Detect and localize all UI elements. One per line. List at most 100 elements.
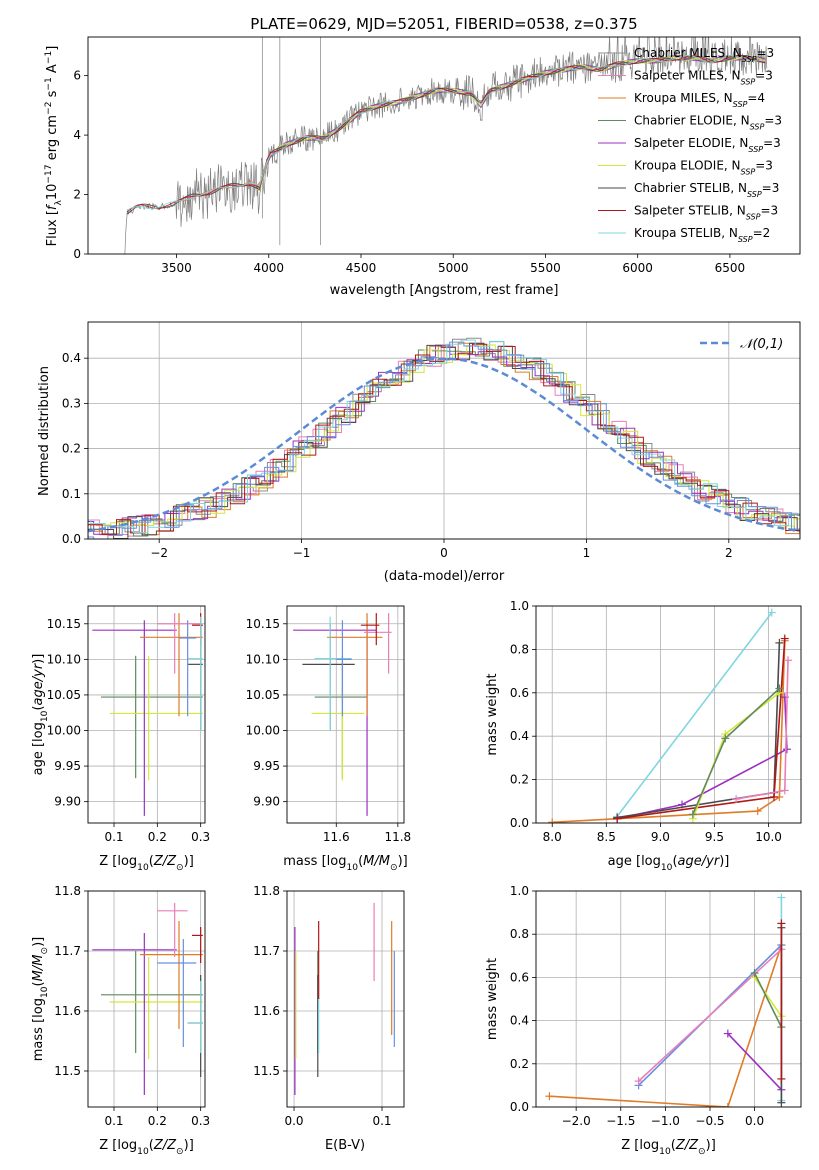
legend-sub: SSP	[746, 212, 761, 221]
y-tick-label: 1.0	[510, 884, 529, 898]
label-part: (	[671, 1138, 676, 1153]
label-part: Flux [	[45, 210, 60, 246]
label-part: log	[327, 854, 347, 869]
weight-line	[638, 948, 782, 1082]
label-part: (	[31, 981, 46, 986]
label-part: ⊙	[698, 1147, 706, 1157]
x-tick-label: 8.5	[597, 830, 616, 844]
y-axis-label: mass [log10(M/M⊙)]	[31, 937, 50, 1061]
y-tick-label: 0.6	[510, 970, 529, 984]
y-tick-label: 11.7	[54, 944, 81, 958]
x-axis-label: mass [log10(M/M⊙)]	[283, 854, 407, 873]
x-tick-label: −0.5	[695, 1114, 724, 1128]
label-part: −17	[44, 164, 54, 183]
x-tick-label: 0.2	[148, 1114, 167, 1128]
label-part: log	[31, 998, 46, 1018]
model-line	[126, 54, 766, 211]
y-tick-label: 11.6	[253, 1004, 280, 1018]
plot-residuals: −2 −1 0 1 2 0.0 0.1 0.2 0.3 0.4 𝒩(0,1) (data-model)…	[37, 321, 801, 584]
legend-label: Salpeter ELODIE, NSSP=3	[634, 136, 781, 154]
legend-nssp: =4	[747, 91, 765, 105]
normal-curve	[88, 357, 800, 533]
x-tick-label: 0	[440, 546, 448, 560]
x-tick-label: 4500	[346, 261, 377, 275]
y-tick-label: 0.6	[510, 686, 529, 700]
x-tick-label: 6500	[715, 261, 746, 275]
label-part: ⊙	[176, 1147, 184, 1157]
plot-weight-vs-age: 8.0 8.5 9.0 9.5 10.0 0.0 0.2 0.4 0.6 0.8 1.0 age [l…	[485, 599, 802, 873]
label-part: log	[117, 1138, 137, 1153]
x-axis-label: Z [log10(Z/Z⊙)]	[99, 1138, 194, 1157]
x-tick-label: −2.0	[562, 1114, 591, 1128]
x-tick-label: −2	[150, 546, 168, 560]
label-part: )]	[706, 1138, 716, 1153]
y-tick-label: 0.0	[510, 816, 529, 830]
y-tick-label: 10.00	[47, 724, 81, 738]
label-part: 10	[40, 710, 50, 722]
x-tick-label: 1	[583, 546, 591, 560]
x-tick-label: 0.3	[191, 1114, 210, 1128]
axes-frame	[87, 605, 206, 824]
y-tick-label: 10.10	[246, 652, 280, 666]
y-tick-label: 0.3	[62, 396, 81, 410]
axes-frame	[87, 36, 801, 255]
label-part: 10	[661, 863, 673, 873]
label-part: Z [	[99, 854, 117, 869]
label-part: −1	[44, 77, 54, 90]
legend-nssp: =3	[755, 69, 773, 83]
y-tick-label: 2	[73, 188, 81, 202]
label-part: erg cm	[45, 115, 60, 164]
model-line	[126, 55, 766, 215]
plot-area	[293, 613, 392, 816]
x-tick-label: −1	[293, 546, 311, 560]
label-part: )]	[719, 854, 729, 869]
label-part: Z/Z	[153, 854, 177, 869]
label-part: )]	[398, 854, 408, 869]
legend-nssp: =2	[753, 226, 771, 240]
y-tick-label: 11.8	[253, 884, 280, 898]
legend-nssp: =3	[760, 204, 778, 218]
y-tick-label: 0.0	[62, 532, 81, 546]
label-part: (	[149, 1138, 154, 1153]
y-tick-label: 0.2	[510, 773, 529, 787]
legend-model: Chabrier STELIB, N	[634, 181, 747, 195]
y-tick-label: 0.0	[510, 1100, 529, 1114]
weight-line	[549, 944, 783, 1107]
plot-area	[545, 893, 786, 1107]
axes-frame	[87, 321, 801, 540]
y-axis-label: Flux [fλ10−17 erg cm−2 s−1 A−1]	[44, 46, 64, 247]
y-tick-label: 9.90	[54, 795, 81, 809]
label-part: log	[31, 722, 46, 742]
plot-mass-vs-ebv: 0.0 0.1 11.5 11.6 11.7 11.8 E(B-V)	[253, 884, 405, 1153]
x-tick-label: −1.5	[606, 1114, 635, 1128]
y-tick-label: 0.8	[510, 642, 529, 656]
plot-mass-vs-z: 0.1 0.2 0.311.511.611.711.8Z [log10(Z/Z⊙)]…	[31, 884, 210, 1157]
legend-label: Chabrier MILES, NSSP=3	[634, 46, 774, 64]
label-part: A	[45, 64, 60, 77]
label-part: mass [	[283, 854, 326, 869]
x-tick-label: 10.0	[755, 830, 782, 844]
label-part: age [	[31, 742, 46, 775]
legend: Chabrier MILES, NSSP=3 Salpeter MILES, NS…	[598, 46, 782, 244]
legend-label: Salpeter MILES, NSSP=3	[634, 69, 773, 87]
plot-area	[124, 37, 768, 254]
x-tick-label: 6000	[622, 261, 653, 275]
y-tick-label: 0.2	[62, 442, 81, 456]
y-tick-label: 9.90	[253, 795, 280, 809]
legend-nssp: =3	[762, 181, 780, 195]
label-part: 10	[659, 1147, 671, 1157]
label-part: M/M	[363, 854, 390, 869]
x-tick-label: 4000	[253, 261, 284, 275]
weight-line	[552, 640, 786, 823]
label-part: ⊙	[40, 947, 50, 955]
x-tick-label: −1.0	[651, 1114, 680, 1128]
y-tick-label: 11.5	[54, 1064, 81, 1078]
label-part: (	[31, 705, 46, 710]
label-part: 10	[40, 986, 50, 998]
legend-nssp: =3	[755, 159, 773, 173]
x-tick-label: 0.3	[191, 830, 210, 844]
label-part: 10	[346, 863, 358, 873]
x-axis-label: wavelength [Angstrom, rest frame]	[330, 283, 559, 298]
axes-frame	[286, 890, 405, 1108]
label-part: age/yr	[678, 854, 721, 869]
